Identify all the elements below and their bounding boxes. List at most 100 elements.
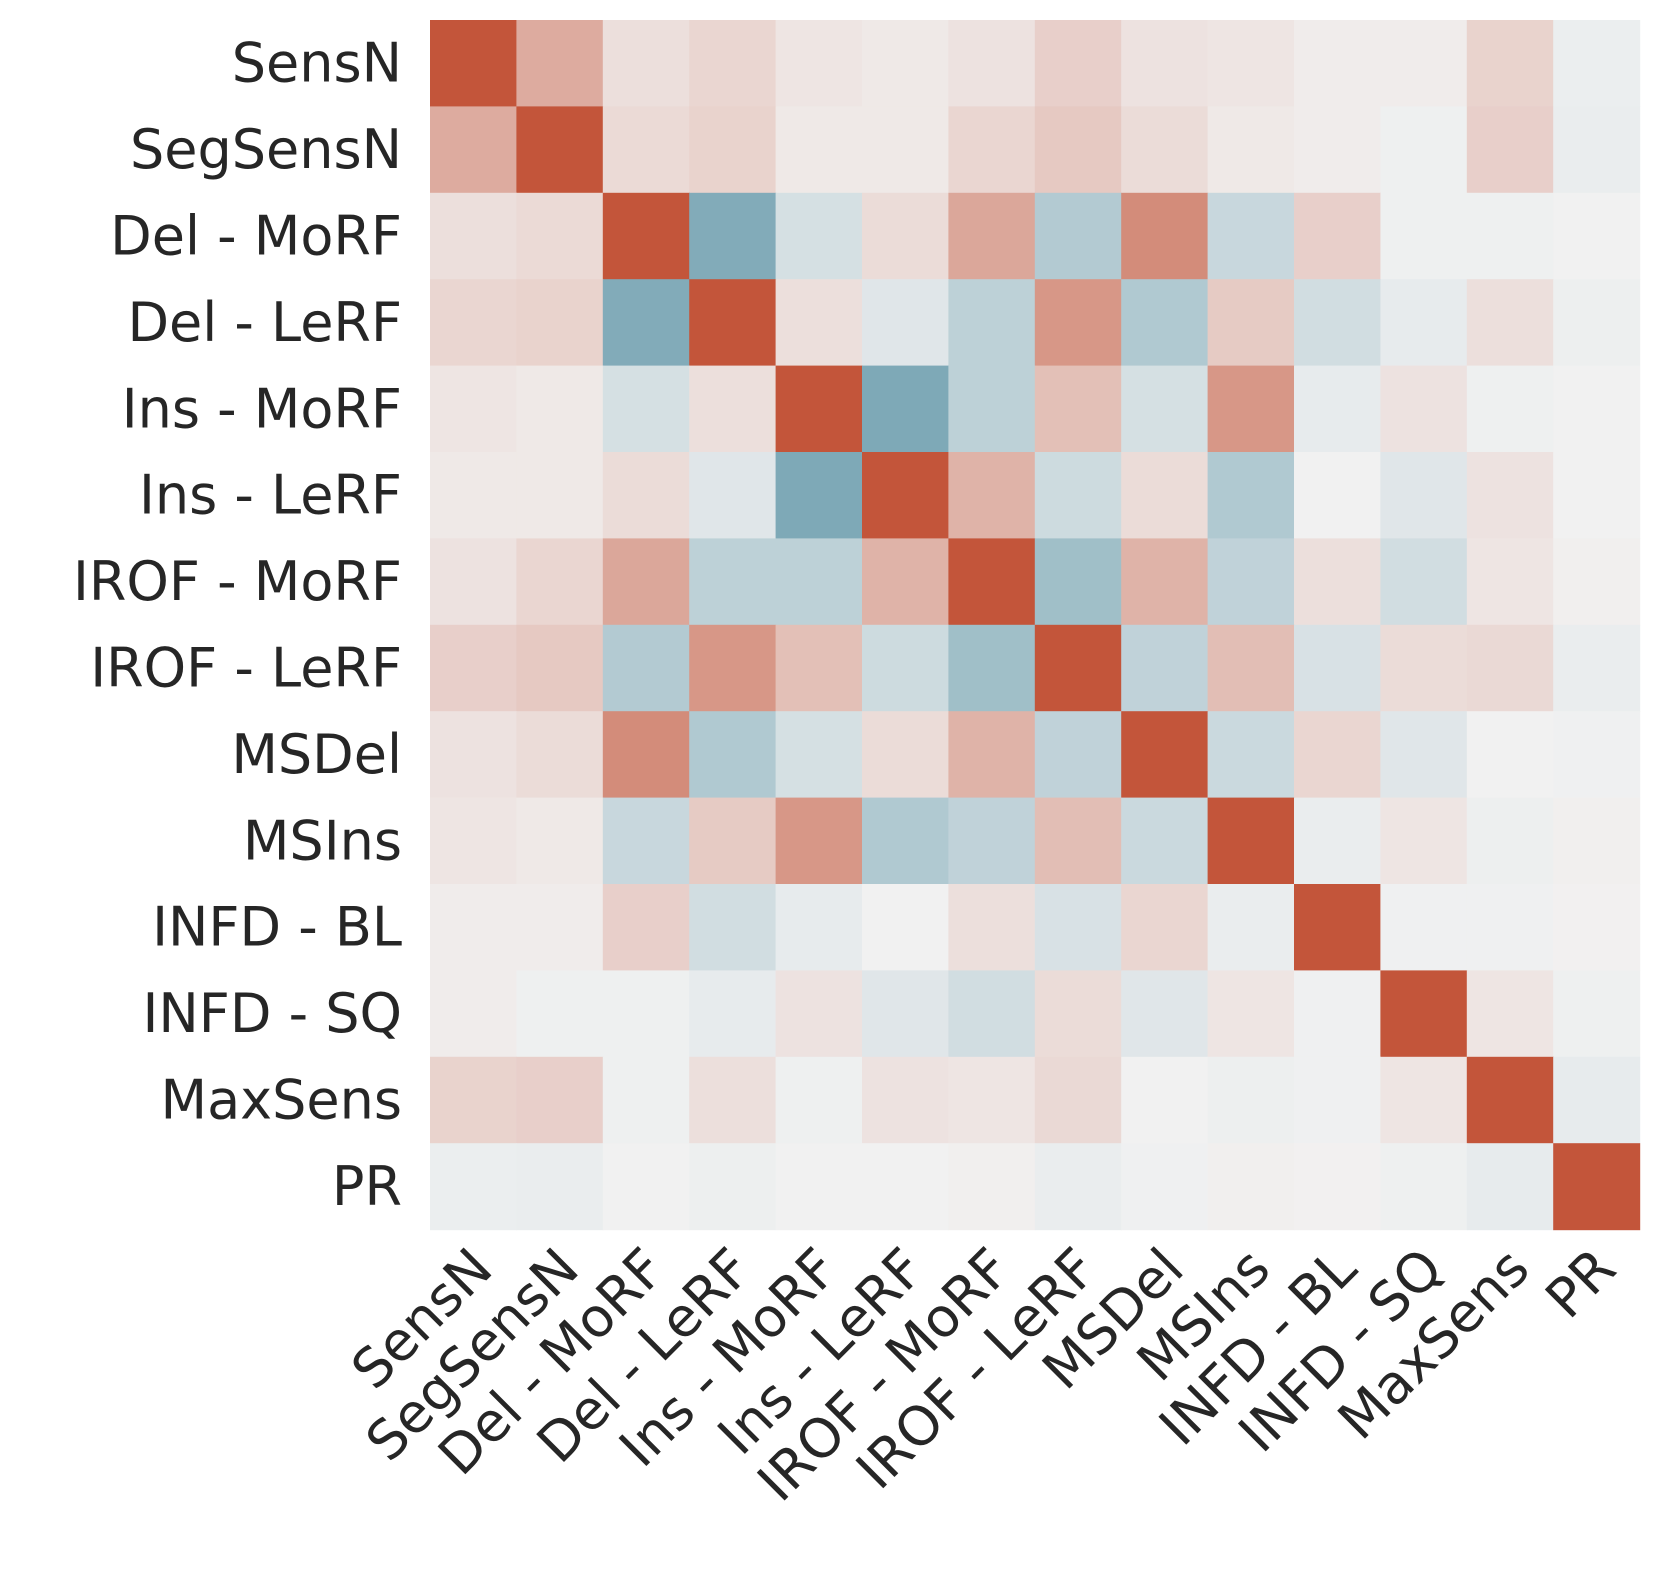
heatmap-cell [948,365,1036,453]
heatmap-cell [689,884,777,971]
heatmap-cell [1380,106,1468,194]
heatmap-cell [1207,452,1295,539]
heatmap-cell [1034,365,1122,453]
heatmap-cell [1034,538,1122,626]
heatmap-cell [1034,192,1122,280]
heatmap-cell [862,20,949,107]
heatmap-cell [689,970,777,1058]
y-tick-label: PR [332,1155,402,1218]
heatmap-cell [862,797,949,885]
heatmap-cell [1380,711,1468,799]
heatmap-cell [948,1143,1036,1231]
heatmap-cell [1121,20,1209,107]
y-tick-labels: SensN SegSensN Del - MoRF Del - LeRF Ins - M… [73,32,402,1218]
heatmap-cell [775,884,863,971]
heatmap-cell [516,538,604,626]
heatmap-cell [862,192,949,280]
heatmap-cell [1121,452,1209,539]
heatmap-cell [602,192,690,280]
heatmap-cell [1207,1143,1295,1231]
heatmap-cell [516,192,604,280]
heatmap-cell [516,624,604,712]
heatmap-cell [1380,20,1468,107]
heatmap-cell [1466,192,1554,280]
heatmap-cell [1207,1056,1295,1144]
heatmap-cell [1207,538,1295,626]
heatmap-cell [862,279,949,367]
heatmap-cell [862,884,949,971]
heatmap-cell [1207,20,1295,107]
heatmap-cell [862,970,949,1058]
heatmap-cell [1294,797,1381,885]
y-tick-label: Ins - LeRF [139,464,402,527]
heatmap-cell [1294,970,1381,1058]
y-tick-label: MSDel [231,723,402,786]
heatmap-cell [1034,1056,1122,1144]
heatmap-cell [1207,797,1295,885]
heatmap-cell [1466,106,1554,194]
heatmap-cell [1466,538,1554,626]
heatmap-cell [1466,970,1554,1058]
heatmap-cell [602,970,690,1058]
heatmap-cell [689,192,777,280]
heatmap-cell [602,365,690,453]
heatmap-cell [1294,1143,1381,1231]
heatmap-cell [516,452,604,539]
heatmap-cell [1121,1143,1209,1231]
heatmap-cell [1553,797,1641,885]
heatmap-cell [602,20,690,107]
heatmap-cell [1207,279,1295,367]
heatmap-cell [1121,192,1209,280]
heatmap-cell [1553,970,1641,1058]
heatmap-cell [602,624,690,712]
heatmap-cell [775,1143,863,1231]
heatmap-cell [775,970,863,1058]
heatmap-cell [1121,884,1209,971]
heatmap-cell [689,797,777,885]
heatmap-cell [689,106,777,194]
heatmap-cell [1207,365,1295,453]
y-tick-label: IROF - LeRF [90,637,402,700]
heatmap-cell [1034,1143,1122,1231]
y-tick-label: INFD - SQ [142,982,402,1045]
heatmap-cell [430,20,517,107]
heatmap-cell [1294,711,1381,799]
heatmap-cell [430,1143,517,1231]
heatmap-cell [516,711,604,799]
heatmap-cell [1380,624,1468,712]
heatmap-cell [862,365,949,453]
y-tick-label: IROF - MoRF [73,550,402,613]
heatmap-cell [516,279,604,367]
heatmap-cell [689,1056,777,1144]
heatmap-cell [948,452,1036,539]
heatmap-cell [948,711,1036,799]
heatmap-cell [1294,20,1381,107]
heatmap-cell [602,1143,690,1231]
heatmap-cell [862,624,949,712]
heatmap-cell [1466,711,1554,799]
heatmap-cell [862,106,949,194]
heatmap-cell [1553,884,1641,971]
heatmap-cell [948,106,1036,194]
heatmap-cell [948,538,1036,626]
heatmap-cell [1553,624,1641,712]
heatmap-cell [862,711,949,799]
heatmap-cell [1121,538,1209,626]
heatmap-cell [1034,624,1122,712]
heatmap-cell [1121,1056,1209,1144]
y-tick-label: Del - LeRF [127,291,402,354]
heatmap-cell [1207,106,1295,194]
heatmap-cell [862,452,949,539]
heatmap-cell [1034,970,1122,1058]
heatmap-cell [1034,106,1122,194]
heatmap-cell [1294,106,1381,194]
heatmap-cell [1207,884,1295,971]
heatmap-cell [602,279,690,367]
heatmap-cell [516,797,604,885]
heatmap-cell [775,106,863,194]
heatmap-cell [1294,279,1381,367]
heatmap-cell [430,711,517,799]
heatmap-cell [1034,452,1122,539]
heatmap-cell [1553,279,1641,367]
heatmap-cell [430,624,517,712]
